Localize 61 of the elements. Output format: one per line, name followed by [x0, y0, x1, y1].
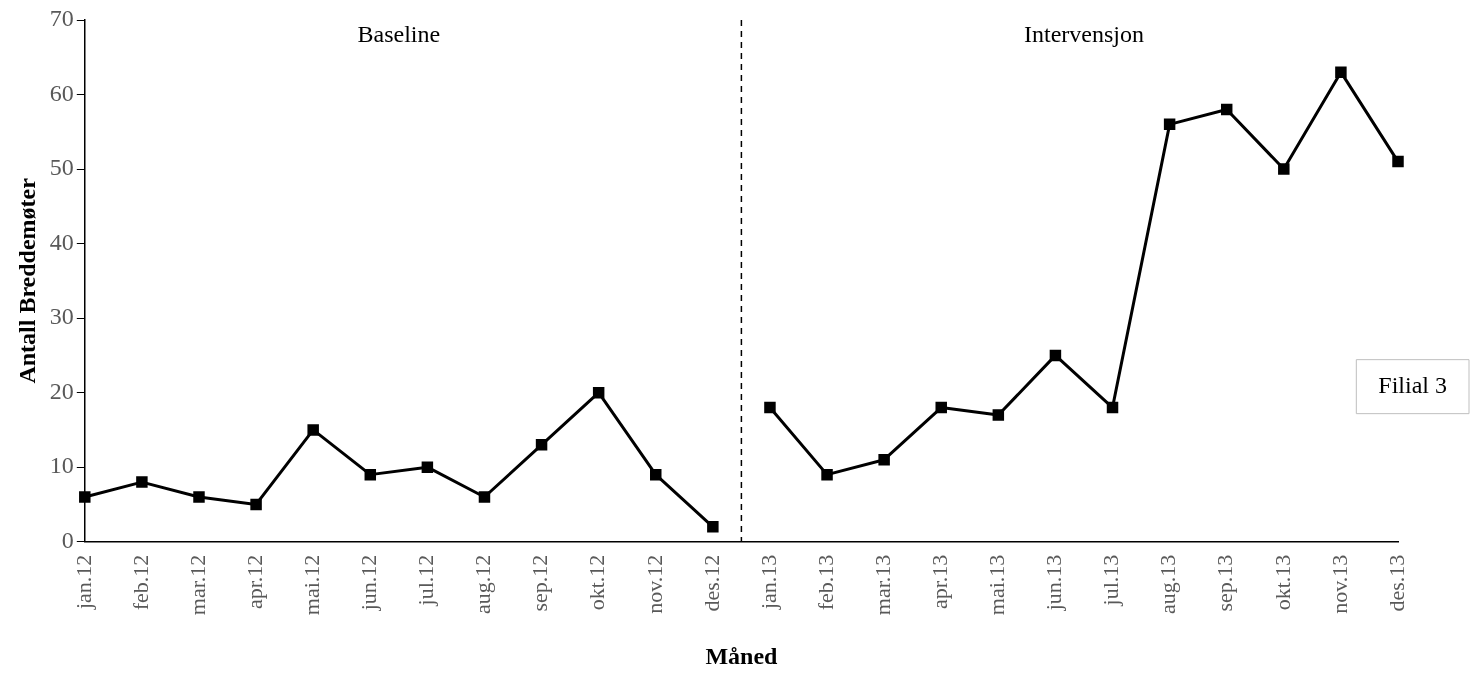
y-tick-label: 50	[49, 154, 74, 181]
x-tick-label: jul.12	[413, 554, 439, 607]
point	[1392, 155, 1404, 168]
y-tick-label: 20	[49, 377, 74, 404]
point	[535, 439, 548, 451]
annotation: Filial 3	[1378, 371, 1447, 398]
y-tick-label: 70	[49, 5, 74, 32]
point	[707, 521, 719, 533]
x-tick-label: nov.12	[641, 554, 667, 614]
x-tick-label: sep.13	[1212, 554, 1238, 612]
point	[364, 468, 377, 481]
annotation: Baseline	[357, 21, 441, 48]
x-tick-label: sep.12	[527, 554, 553, 612]
x-tick-label: jun.13	[1041, 554, 1067, 612]
x-tick-label: okt.12	[584, 554, 610, 611]
point	[878, 453, 890, 466]
point	[1335, 66, 1347, 78]
x-tick-label: apr.12	[241, 554, 267, 610]
x-tick-label: mar.13	[869, 554, 895, 616]
point	[250, 498, 262, 511]
point	[1106, 401, 1119, 414]
x-tick-label: jan.13	[755, 554, 781, 611]
point	[1278, 163, 1290, 175]
x-tick-label: mai.13	[984, 554, 1010, 616]
point	[307, 424, 319, 436]
y-axis-title: Antall Breddemøter	[13, 177, 40, 384]
x-tick-label: feb.12	[127, 554, 153, 611]
point	[478, 491, 491, 503]
point	[992, 409, 1005, 421]
x-tick-label: aug.12	[470, 554, 496, 614]
x-tick-label: jan.12	[70, 554, 96, 611]
x-tick-label: mai.12	[298, 554, 324, 616]
y-tick-label: 40	[49, 228, 74, 255]
y-tick-label: 10	[49, 452, 74, 479]
point	[935, 401, 947, 414]
annotation: Intervensjon	[1023, 21, 1144, 48]
point	[1220, 103, 1233, 116]
x-tick-label: okt.13	[1269, 554, 1295, 611]
x-tick-label: aug.13	[1155, 554, 1181, 614]
x-tick-label: jul.13	[1098, 554, 1124, 607]
x-tick-label: apr.13	[927, 554, 953, 610]
y-tick-label: 60	[49, 79, 74, 106]
point	[193, 491, 205, 503]
point	[650, 468, 662, 481]
point	[79, 491, 91, 503]
x-tick-label: des.13	[1383, 554, 1409, 612]
point	[592, 386, 605, 399]
point	[764, 401, 776, 414]
point	[421, 461, 434, 473]
point	[821, 468, 833, 481]
point	[1163, 118, 1176, 131]
x-tick-label: mar.12	[184, 554, 210, 616]
x-tick-label: nov.13	[1326, 554, 1352, 614]
x-tick-label: feb.13	[812, 554, 838, 611]
point	[136, 476, 148, 488]
y-tick-label: 0	[61, 527, 74, 554]
point	[1049, 349, 1062, 362]
y-tick-label: 30	[49, 303, 74, 330]
x-tick-label: jun.12	[356, 554, 382, 612]
x-axis-title: Måned	[705, 642, 779, 669]
x-tick-label: des.12	[698, 554, 724, 612]
